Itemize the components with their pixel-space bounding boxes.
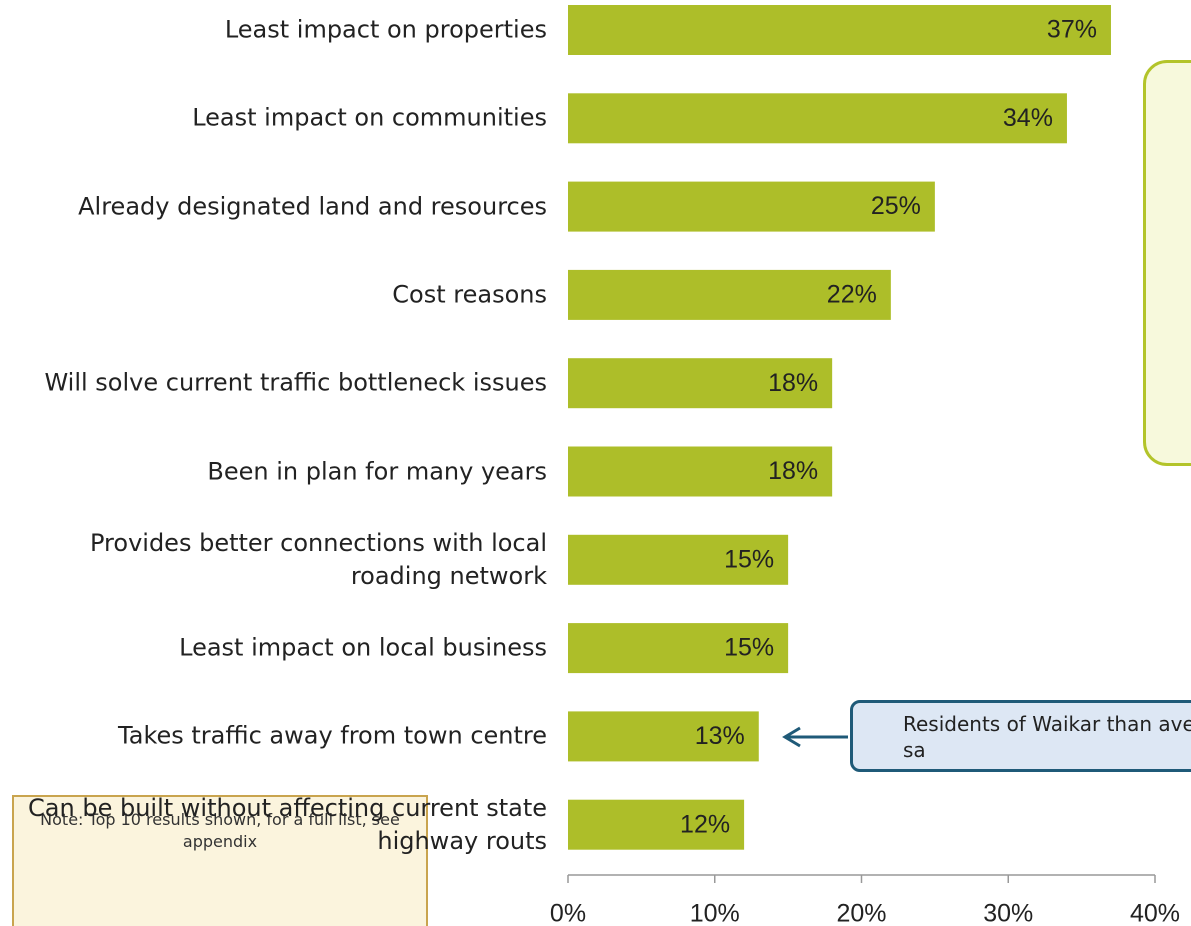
- value-label: 13%: [695, 722, 745, 750]
- value-label: 22%: [827, 281, 877, 309]
- category-label: Been in plan for many years: [207, 457, 547, 485]
- category-label: Provides better connections with local r…: [90, 528, 547, 590]
- x-tick-label: 20%: [836, 900, 886, 926]
- bar: [568, 623, 789, 674]
- category-label: Already designated land and resources: [78, 192, 547, 221]
- bar: [568, 358, 833, 409]
- category-label: Least impact on properties: [224, 15, 547, 44]
- arrow-head: [782, 726, 801, 748]
- value-label: 18%: [768, 457, 818, 485]
- category-label: Least impact on communities: [192, 103, 547, 132]
- x-tick-label: 40%: [1130, 900, 1180, 926]
- value-label: 15%: [724, 634, 774, 662]
- bar: [568, 181, 935, 232]
- value-label: 12%: [680, 810, 730, 838]
- category-label: Cost reasons: [392, 280, 547, 309]
- bar: [568, 269, 891, 320]
- bar: [568, 711, 759, 762]
- bar: [568, 5, 1111, 55]
- category-label: Takes traffic away from town centre: [118, 721, 547, 750]
- x-tick-label: 30%: [983, 900, 1033, 926]
- category-label: Can be built without affecting current s…: [28, 793, 547, 855]
- bar: [568, 534, 789, 585]
- category-label: Will solve current traffic bottleneck is…: [44, 368, 547, 397]
- annotation: Residents of Waikar than average to sa: [850, 700, 1191, 772]
- value-label: 25%: [871, 192, 921, 220]
- value-label: 34%: [1003, 104, 1053, 132]
- note: Note: Top 10 results shown, for a full l…: [12, 795, 428, 926]
- x-tick-label: 10%: [690, 900, 740, 926]
- callout-box: [1143, 60, 1191, 466]
- bar: [568, 446, 833, 497]
- category-label: Least impact on local business: [179, 633, 547, 662]
- bar: [568, 799, 745, 850]
- value-label: 37%: [1047, 16, 1097, 44]
- bar: [568, 93, 1067, 144]
- value-label: 15%: [724, 545, 774, 573]
- x-tick-label: 0%: [550, 900, 586, 926]
- value-label: 18%: [768, 369, 818, 397]
